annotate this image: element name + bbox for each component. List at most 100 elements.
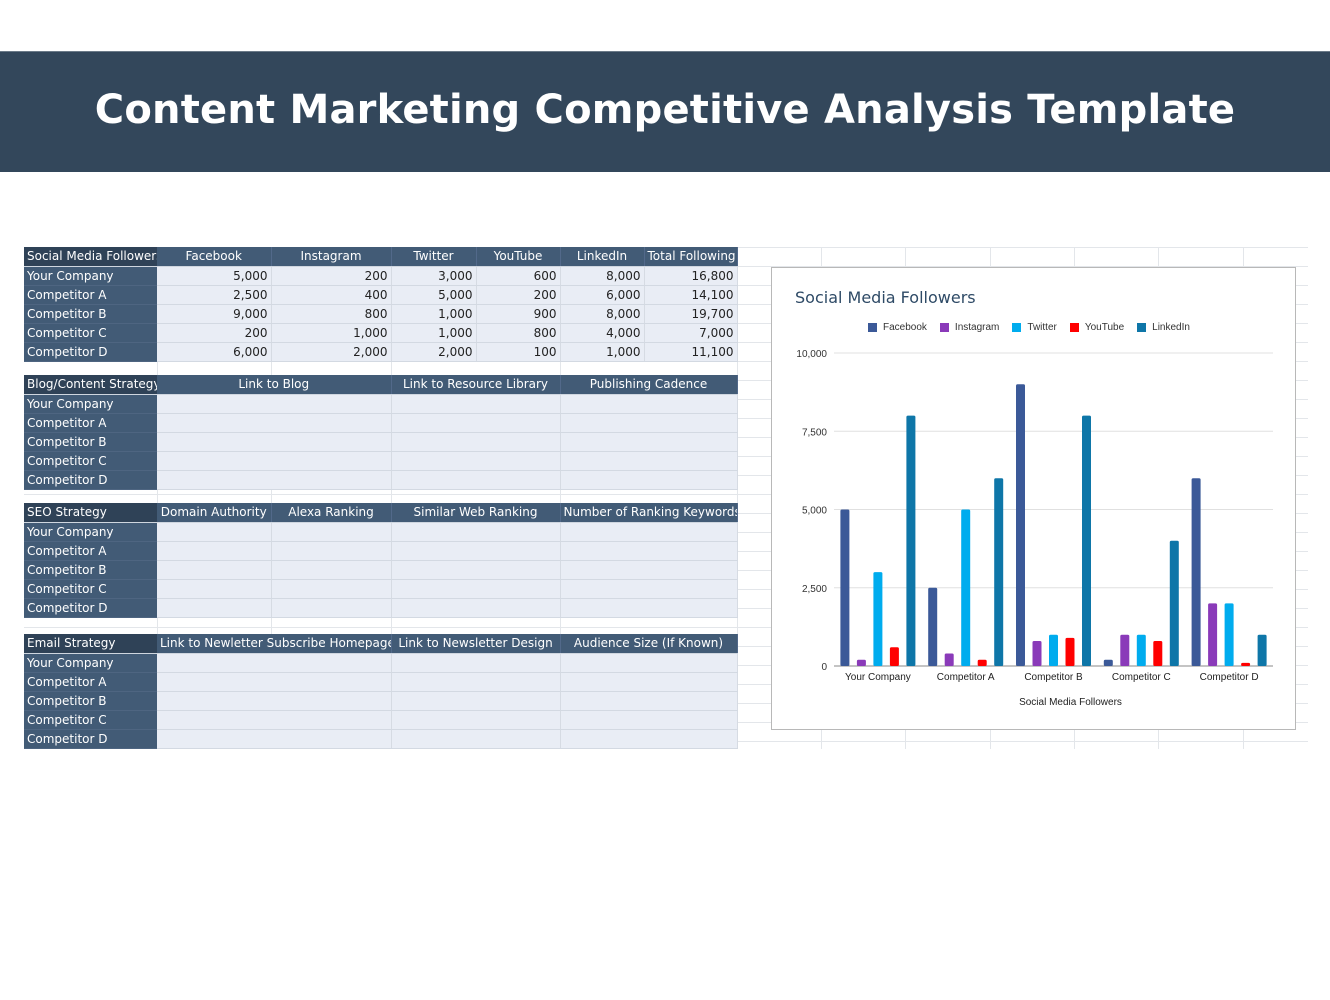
- social-media-followers-chart[interactable]: Social Media Followers Facebook Instagra…: [771, 267, 1296, 730]
- row-label[interactable]: Competitor B: [24, 691, 157, 711]
- bar-linkedin[interactable]: [906, 415, 916, 666]
- bar-instagram[interactable]: [856, 659, 866, 666]
- table-cell[interactable]: 9,000: [157, 304, 272, 324]
- row-label[interactable]: Competitor D: [24, 342, 157, 362]
- table-cell[interactable]: [391, 579, 561, 599]
- legend-item-twitter[interactable]: Twitter: [1012, 322, 1057, 333]
- column-header-alexa-ranking[interactable]: Alexa Ranking: [271, 503, 392, 523]
- table-cell[interactable]: 14,100: [644, 285, 738, 305]
- table-cell[interactable]: [157, 413, 392, 433]
- table-cell[interactable]: [560, 672, 738, 692]
- table-cell[interactable]: [560, 413, 738, 433]
- table-cell[interactable]: [157, 451, 392, 471]
- legend-item-linkedin[interactable]: LinkedIn: [1137, 322, 1190, 333]
- row-label[interactable]: Competitor A: [24, 672, 157, 692]
- table-cell[interactable]: 1,000: [271, 323, 392, 343]
- row-label[interactable]: Your Company: [24, 522, 157, 542]
- table-cell[interactable]: 1,000: [560, 342, 645, 362]
- table-cell[interactable]: 3,000: [391, 266, 477, 286]
- row-label[interactable]: Competitor D: [24, 598, 157, 618]
- bar-twitter[interactable]: [873, 572, 883, 666]
- table-cell[interactable]: 100: [476, 342, 561, 362]
- column-header-similar-web-ranking[interactable]: Similar Web Ranking: [391, 503, 561, 523]
- table-cell[interactable]: [391, 672, 561, 692]
- table-cell[interactable]: 800: [271, 304, 392, 324]
- bar-youtube[interactable]: [1153, 640, 1163, 666]
- table-cell[interactable]: 6,000: [157, 342, 272, 362]
- table-cell[interactable]: [560, 470, 738, 490]
- table-cell[interactable]: 4,000: [560, 323, 645, 343]
- table-cell[interactable]: [157, 672, 392, 692]
- bar-linkedin[interactable]: [994, 478, 1004, 666]
- table-cell[interactable]: 5,000: [157, 266, 272, 286]
- table-cell[interactable]: [560, 541, 738, 561]
- table-cell[interactable]: [560, 653, 738, 673]
- table-cell[interactable]: [271, 579, 392, 599]
- bar-instagram[interactable]: [1032, 640, 1042, 666]
- table-cell[interactable]: 11,100: [644, 342, 738, 362]
- column-header-link-to-newsletter-subscribe[interactable]: Link to Newletter Subscribe Homepage: [157, 634, 392, 654]
- bar-instagram[interactable]: [944, 653, 954, 666]
- bar-facebook[interactable]: [1016, 384, 1025, 666]
- table-cell[interactable]: 2,000: [271, 342, 392, 362]
- table-cell[interactable]: [560, 729, 738, 749]
- table-cell[interactable]: [560, 522, 738, 542]
- table-cell[interactable]: [391, 653, 561, 673]
- table-cell[interactable]: [560, 691, 738, 711]
- bar-linkedin[interactable]: [1169, 540, 1179, 666]
- row-label[interactable]: Competitor C: [24, 710, 157, 730]
- row-label[interactable]: Competitor C: [24, 579, 157, 599]
- table-cell[interactable]: [157, 653, 392, 673]
- table-cell[interactable]: [157, 729, 392, 749]
- bar-instagram[interactable]: [1208, 603, 1218, 666]
- row-label[interactable]: Your Company: [24, 653, 157, 673]
- table-cell[interactable]: 16,800: [644, 266, 738, 286]
- table-cell[interactable]: [157, 394, 392, 414]
- column-header-total-following[interactable]: Total Following: [644, 247, 738, 267]
- table-cell[interactable]: [157, 710, 392, 730]
- table-cell[interactable]: [391, 560, 561, 580]
- table-cell[interactable]: [271, 541, 392, 561]
- table-cell[interactable]: [157, 522, 272, 542]
- bar-youtube[interactable]: [1241, 662, 1251, 666]
- row-label[interactable]: Your Company: [24, 394, 157, 414]
- table-cell[interactable]: 200: [157, 323, 272, 343]
- table-cell[interactable]: 6,000: [560, 285, 645, 305]
- table-cell[interactable]: [391, 413, 561, 433]
- legend-item-facebook[interactable]: Facebook: [868, 322, 927, 333]
- table-cell[interactable]: [157, 541, 272, 561]
- row-label[interactable]: Competitor B: [24, 432, 157, 452]
- table-cell[interactable]: 1,000: [391, 323, 477, 343]
- table-cell[interactable]: [391, 729, 561, 749]
- table-cell[interactable]: 800: [476, 323, 561, 343]
- table-cell[interactable]: [391, 541, 561, 561]
- column-header-link-to-blog[interactable]: Link to Blog: [157, 375, 392, 395]
- bar-facebook[interactable]: [1103, 659, 1113, 666]
- column-header-number-of-ranking-keywords[interactable]: Number of Ranking Keywords: [560, 503, 738, 523]
- table-cell[interactable]: 2,000: [391, 342, 477, 362]
- column-header-audience-size[interactable]: Audience Size (If Known): [560, 634, 738, 654]
- row-label[interactable]: Competitor C: [24, 323, 157, 343]
- row-label[interactable]: Competitor D: [24, 729, 157, 749]
- table-cell[interactable]: 900: [476, 304, 561, 324]
- table-cell[interactable]: [271, 598, 392, 618]
- row-label[interactable]: Competitor A: [24, 413, 157, 433]
- table-cell[interactable]: 7,000: [644, 323, 738, 343]
- bar-linkedin[interactable]: [1082, 415, 1091, 666]
- legend-item-youtube[interactable]: YouTube: [1069, 322, 1124, 333]
- table-cell[interactable]: [391, 451, 561, 471]
- bar-twitter[interactable]: [961, 509, 971, 667]
- table-cell[interactable]: [157, 579, 272, 599]
- bar-youtube[interactable]: [889, 647, 899, 666]
- table-cell[interactable]: [560, 579, 738, 599]
- bar-twitter[interactable]: [1049, 634, 1058, 666]
- table-cell[interactable]: [391, 432, 561, 452]
- bar-twitter[interactable]: [1136, 634, 1146, 666]
- bar-twitter[interactable]: [1224, 603, 1234, 666]
- row-label[interactable]: Competitor A: [24, 285, 157, 305]
- table-cell[interactable]: 1,000: [391, 304, 477, 324]
- row-label[interactable]: Your Company: [24, 266, 157, 286]
- table-cell[interactable]: [157, 560, 272, 580]
- table-cell[interactable]: [271, 522, 392, 542]
- table-cell[interactable]: [391, 522, 561, 542]
